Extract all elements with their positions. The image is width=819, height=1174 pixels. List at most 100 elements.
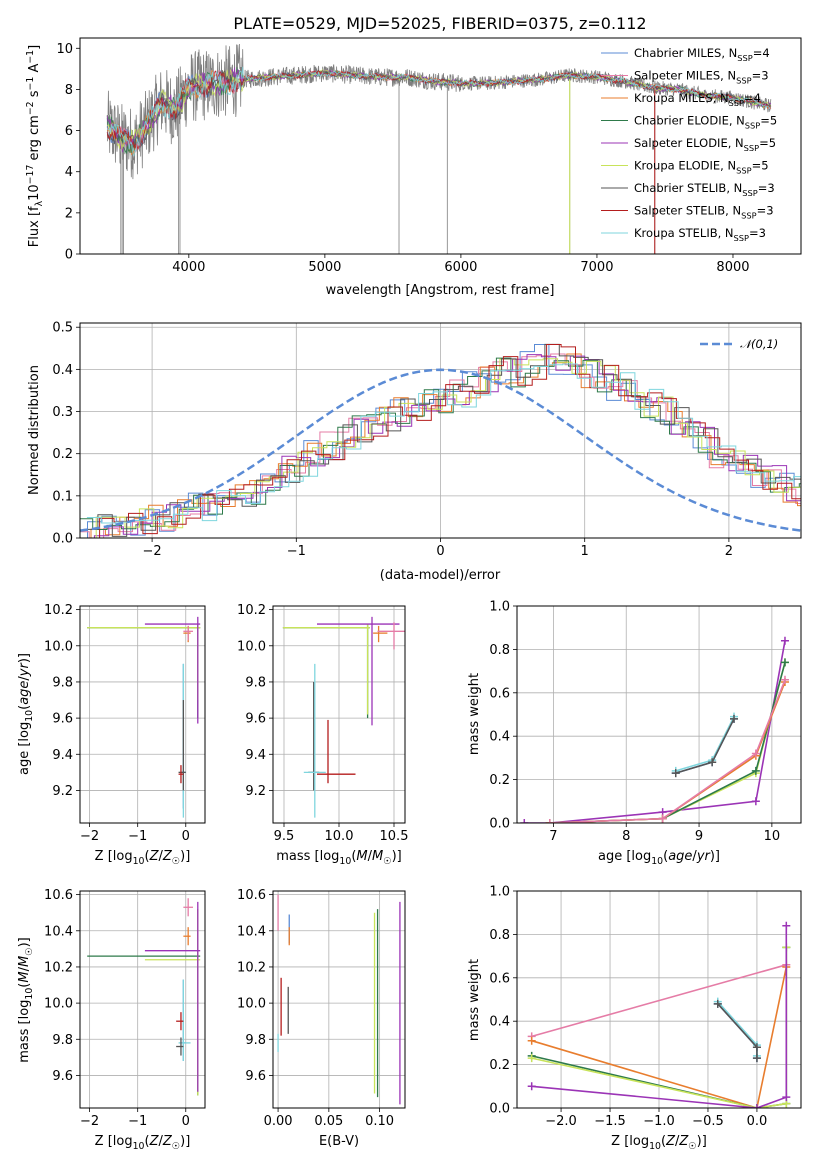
- y-tick-label: 0.1: [52, 489, 73, 504]
- series-line: [676, 717, 734, 771]
- y-tick-label: 9.6: [245, 1069, 266, 1084]
- x-tick-label: 0.0: [747, 1114, 768, 1129]
- y-tick-label: 0.0: [489, 1102, 510, 1117]
- data-point: [782, 1093, 790, 1101]
- x-tick-label: 10.5: [380, 829, 409, 844]
- series-line: [550, 662, 785, 823]
- errorbar-kroupa-miles: [183, 927, 190, 945]
- y-tick-label: 0: [65, 248, 73, 263]
- data-point: [528, 1037, 536, 1045]
- x-axis-label: (data-model)/error: [380, 568, 501, 583]
- x-tick-label: −0.5: [692, 1114, 724, 1129]
- legend-entry-salpeter-miles: Salpeter MILES, NSSP=3: [634, 69, 769, 86]
- errorbar-salpeter-elodie: [145, 617, 200, 724]
- errorbar-chabrier-stelib: [176, 1037, 183, 1055]
- y-tick-label: 10.2: [237, 603, 266, 618]
- grid-lines: [517, 891, 801, 1108]
- y-tick-label: 0.6: [489, 686, 510, 701]
- y-tick-label: 9.8: [245, 675, 266, 690]
- series-chabrier-miles: [672, 715, 738, 777]
- x-tick-label: −1.0: [643, 1114, 675, 1129]
- x-tick-label: 4000: [172, 260, 205, 275]
- errorbar-kroupa-elodie: [283, 624, 370, 714]
- errorbar-salpeter-elodie: [145, 902, 200, 1092]
- errorbar-salpeter-stelib: [179, 765, 184, 783]
- x-axis-label: age [log10(age/yr)]: [598, 849, 720, 867]
- x-tick-label: 8: [622, 829, 630, 844]
- y-tick-label: 0.8: [489, 643, 510, 658]
- y-tick-label: 10.2: [44, 960, 73, 975]
- y-axis-label: age [log10(age/yr)]: [17, 653, 35, 775]
- series-line: [718, 1004, 757, 1058]
- y-tick-label: 10.2: [44, 603, 73, 618]
- x-tick-label: 1: [581, 544, 589, 559]
- y-tick-label: 10.4: [237, 924, 266, 939]
- series-chabrier-stelib: [714, 1000, 761, 1062]
- plot-area: [87, 898, 200, 1095]
- x-axis-label: Z [log10(Z/Z☉)]: [95, 849, 191, 867]
- x-tick-label: 0.10: [365, 1114, 394, 1129]
- y-tick-label: 10.4: [44, 924, 73, 939]
- y-tick-label: 9.8: [245, 1033, 266, 1048]
- grid-lines: [273, 606, 405, 823]
- y-tick-label: 10.0: [237, 997, 266, 1012]
- y-tick-label: 6: [65, 124, 73, 139]
- plot-area: [278, 895, 400, 1105]
- x-tick-label: 10: [764, 829, 781, 844]
- y-tick-label: 0.3: [52, 405, 73, 420]
- y-tick-label: 9.8: [52, 1033, 73, 1048]
- grid-lines: [80, 891, 205, 1108]
- errorbar-salpeter-miles: [378, 622, 406, 649]
- y-tick-label: 9.4: [52, 748, 73, 763]
- errorbar-kroupa-elodie: [145, 909, 200, 1095]
- x-axis-label: E(B-V): [319, 1134, 359, 1149]
- series-line: [718, 1004, 757, 1058]
- series-kroupa-miles: [546, 678, 789, 827]
- y-tick-label: 9.2: [52, 784, 73, 799]
- x-tick-label: 0: [436, 544, 444, 559]
- x-tick-label: −1: [287, 544, 306, 559]
- y-tick-label: 8: [65, 83, 73, 98]
- y-tick-label: 0.5: [52, 321, 73, 336]
- x-tick-label: 10.0: [325, 829, 354, 844]
- series-salpeter-elodie: [520, 637, 789, 827]
- x-tick-label: −2.0: [545, 1114, 577, 1129]
- errorbar-salpeter-stelib: [176, 1012, 183, 1030]
- y-tick-label: 0.2: [489, 773, 510, 788]
- y-tick-label: 9.6: [52, 712, 73, 727]
- y-tick-label: 10.6: [44, 888, 73, 903]
- plot-area: [520, 637, 789, 827]
- series-salpeter-miles: [546, 676, 789, 827]
- x-tick-label: −1: [128, 1114, 147, 1129]
- x-tick-label: 7000: [580, 260, 613, 275]
- y-tick-label: 10.2: [237, 960, 266, 975]
- y-tick-label: 0.0: [489, 817, 510, 832]
- y-axis-label: mass [log10(M/M☉)]: [17, 937, 35, 1063]
- x-tick-label: 0: [182, 1114, 190, 1129]
- y-tick-label: 0.4: [489, 1015, 510, 1030]
- x-axis-label: mass [log10(M/M☉)]: [276, 849, 402, 867]
- y-tick-label: 0.0: [52, 532, 73, 547]
- data-point: [782, 922, 790, 930]
- y-tick-label: 9.8: [52, 675, 73, 690]
- y-tick-label: 1.0: [489, 885, 510, 900]
- x-axis-label: Z [log10(Z/Z☉)]: [95, 1134, 191, 1152]
- grid-lines: [273, 891, 405, 1108]
- y-tick-label: 0.6: [489, 971, 510, 986]
- series-kroupa-stelib: [672, 713, 738, 775]
- x-tick-label: 9: [695, 829, 703, 844]
- errorbar-salpeter-stelib: [317, 720, 356, 783]
- errorbar-kroupa-stelib: [304, 664, 326, 818]
- errorbar-kroupa-miles: [373, 626, 387, 642]
- x-tick-label: −2: [80, 1114, 99, 1129]
- legend-normal: 𝒩(0,1): [740, 337, 778, 351]
- y-tick-label: 0.2: [52, 447, 73, 462]
- series-line: [550, 662, 785, 823]
- errorbar-salpeter-miles: [183, 898, 193, 916]
